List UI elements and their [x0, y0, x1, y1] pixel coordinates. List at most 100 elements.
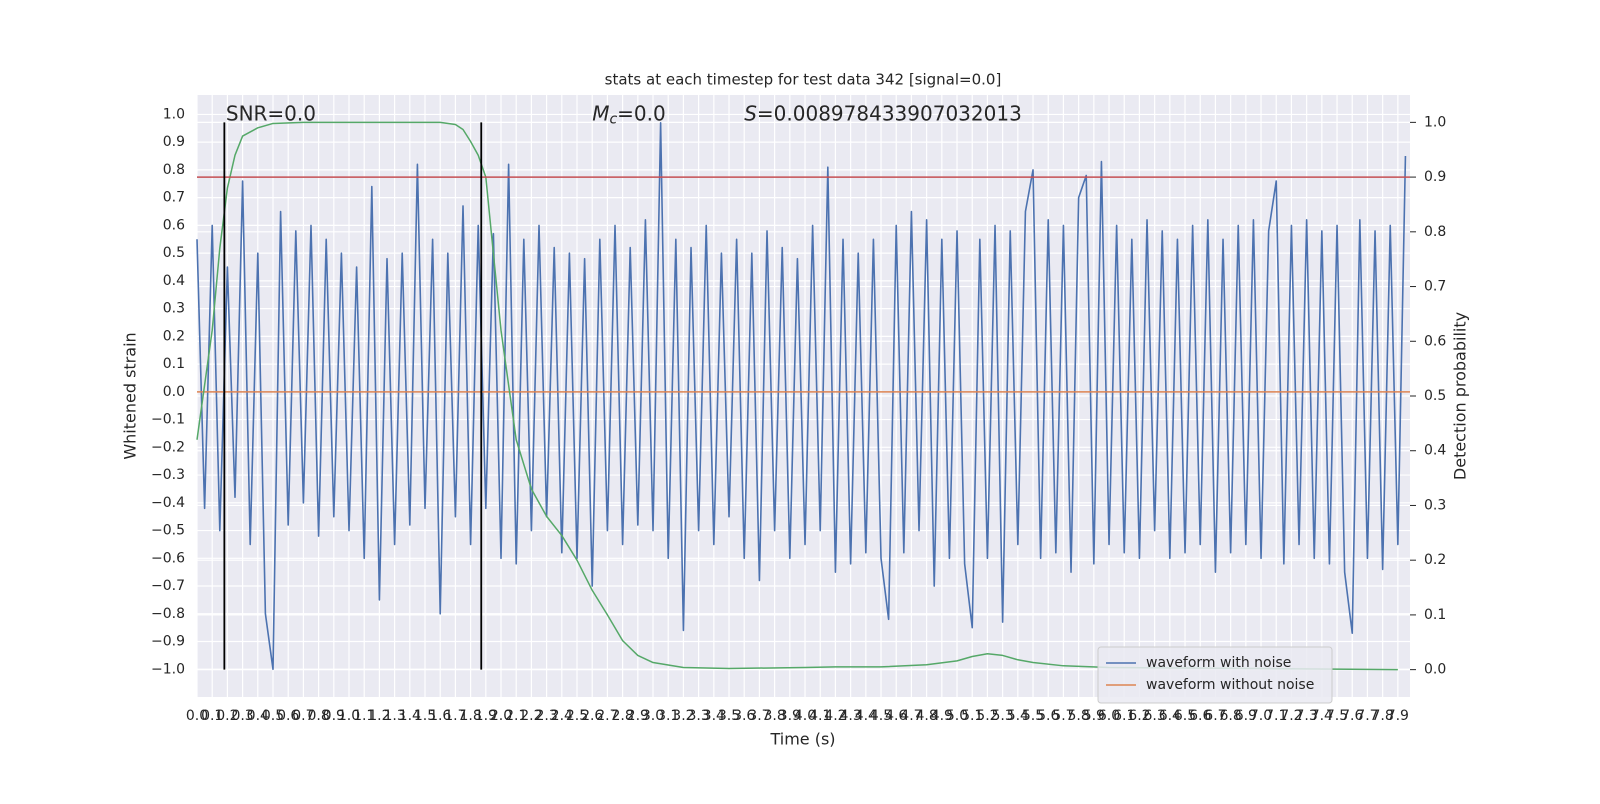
x-tick-label: 2.4	[551, 708, 573, 724]
x-tick-label: 3.2	[672, 708, 694, 724]
y-tick-label: 0.3	[163, 301, 185, 317]
x-tick-label: 2.9	[627, 708, 649, 724]
y-tick-label: 0.0	[163, 384, 185, 400]
y2-tick-label: 0.7	[1424, 279, 1446, 295]
y2-tick-label: 1.0	[1424, 114, 1446, 130]
x-tick-label: 4.2	[824, 708, 846, 724]
y-tick-label: 0.4	[163, 273, 185, 289]
x-tick-label: 1.1	[353, 708, 375, 724]
y-tick-label: 0.6	[163, 217, 185, 233]
x-tick-label: 5.0	[946, 708, 968, 724]
x-tick-label: 4.0	[794, 708, 816, 724]
y2-tick-label: 0.1	[1424, 607, 1446, 623]
x-tick-label: 3.9	[779, 708, 801, 724]
x-tick-label: 2.2	[520, 708, 542, 724]
y-tick-label: 0.8	[163, 162, 185, 178]
y-tick-label: −0.6	[151, 550, 185, 566]
legend-label: waveform without noise	[1146, 677, 1314, 693]
x-tick-label: 5.6	[1037, 708, 1059, 724]
annotation-text: =0.0	[617, 101, 666, 125]
x-tick-label: 7.6	[1341, 708, 1363, 724]
y-tick-label: −0.4	[151, 495, 185, 511]
x-tick-label: 4.8	[915, 708, 937, 724]
legend-label: waveform with noise	[1146, 655, 1291, 671]
x-tick-label: 3.3	[687, 708, 709, 724]
x-tick-label: 5.5	[1022, 708, 1044, 724]
x-tick-label: 0.9	[323, 708, 345, 724]
x-tick-label: 3.5	[718, 708, 740, 724]
x-tick-label: 1.9	[475, 708, 497, 724]
x-tick-label: 7.7	[1356, 708, 1378, 724]
annotation: S=0.008978433907032013	[744, 101, 1022, 125]
x-tick-label: 5.9	[1083, 708, 1105, 724]
annotation-text: SNR=0.0	[226, 101, 316, 125]
y-tick-label: 1.0	[163, 106, 185, 122]
x-tick-label: 3.1	[657, 708, 679, 724]
y-tick-label: −0.5	[151, 523, 185, 539]
x-tick-label: 6.2	[1128, 708, 1150, 724]
x-tick-label: 5.7	[1052, 708, 1074, 724]
annotation: Mc=0.0	[592, 101, 666, 128]
x-tick-label: 1.0	[338, 708, 360, 724]
x-tick-label: 2.3	[535, 708, 557, 724]
x-tick-label: 0.3	[231, 708, 253, 724]
x-tick-label: 5.4	[1007, 708, 1029, 724]
annotation-symbol: M	[592, 101, 609, 125]
y2-tick-label: 0.4	[1424, 443, 1446, 459]
y2-tick-label: 0.2	[1424, 552, 1446, 568]
x-tick-label: 1.4	[399, 708, 421, 724]
annotation-text: =0.008978433907032013	[757, 101, 1022, 125]
x-tick-label: 7.3	[1296, 708, 1318, 724]
x-tick-label: 4.1	[809, 708, 831, 724]
x-tick-label: 5.2	[976, 708, 998, 724]
x-tick-label: 2.1	[505, 708, 527, 724]
x-tick-label: 7.4	[1311, 708, 1333, 724]
x-tick-label: 6.0	[1098, 708, 1120, 724]
x-tick-label: 2.6	[581, 708, 603, 724]
y-tick-label: −0.7	[151, 578, 185, 594]
y-axis-label: Whitened strain	[121, 332, 140, 459]
x-tick-label: 4.9	[931, 708, 953, 724]
x-tick-label: 7.8	[1372, 708, 1394, 724]
x-tick-label: 3.0	[642, 708, 664, 724]
y-tick-label: 0.9	[163, 134, 185, 150]
y-tick-label: −1.0	[151, 661, 185, 677]
x-tick-label: 2.0	[490, 708, 512, 724]
x-tick-label: 4.3	[839, 708, 861, 724]
x-tick-label: 6.7	[1204, 708, 1226, 724]
y2-tick-label: 0.0	[1424, 662, 1446, 678]
y-tick-label: −0.1	[151, 412, 185, 428]
y-tick-label: 0.7	[163, 190, 185, 206]
y2-tick-label: 0.8	[1424, 224, 1446, 240]
x-tick-label: 4.4	[855, 708, 877, 724]
x-tick-label: 0.1	[201, 708, 223, 724]
x-tick-label: 7.9	[1387, 708, 1409, 724]
x-tick-label: 3.7	[748, 708, 770, 724]
x-tick-label: 4.6	[885, 708, 907, 724]
x-tick-label: 4.7	[900, 708, 922, 724]
x-tick-label: 7.1	[1265, 708, 1287, 724]
x-tick-label: 0.7	[292, 708, 314, 724]
x-tick-label: 0.6	[277, 708, 299, 724]
y2-axis-label: Detection probability	[1451, 312, 1470, 480]
x-tick-label: 0.2	[216, 708, 238, 724]
x-tick-label: 6.9	[1235, 708, 1257, 724]
x-tick-label: 0.8	[307, 708, 329, 724]
y-tick-label: 0.1	[163, 356, 185, 372]
y-tick-label: 0.5	[163, 245, 185, 261]
annotation-symbol: S	[744, 101, 757, 125]
y-tick-label: −0.8	[151, 606, 185, 622]
y2-tick-label: 0.9	[1424, 169, 1446, 185]
y-tick-label: −0.3	[151, 467, 185, 483]
x-tick-label: 7.2	[1280, 708, 1302, 724]
series-line	[196, 121, 1407, 671]
chart-title: stats at each timestep for test data 342…	[605, 71, 1002, 89]
x-tick-label: 0.0	[186, 708, 208, 724]
x-tick-label: 1.6	[429, 708, 451, 724]
y-tick-label: −0.2	[151, 439, 185, 455]
x-tick-label: 1.8	[459, 708, 481, 724]
x-tick-label: 6.4	[1159, 708, 1181, 724]
y2-tick-label: 0.5	[1424, 388, 1446, 404]
x-tick-label: 3.4	[703, 708, 725, 724]
